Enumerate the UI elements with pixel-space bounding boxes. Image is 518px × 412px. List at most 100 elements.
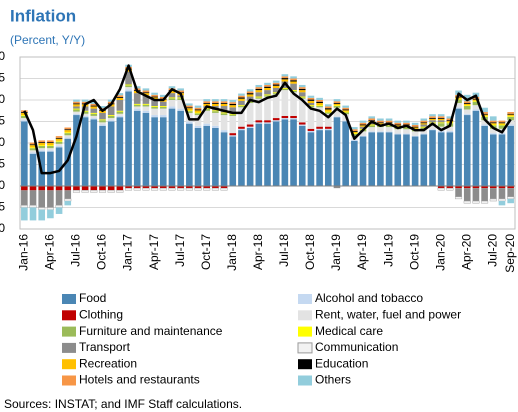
bar-segment [489,123,497,125]
bar-segment [316,97,323,100]
bar-segment [351,127,358,130]
bar-segment [186,110,193,112]
bar-segment [90,118,98,120]
bar-segment [481,107,488,113]
bar-segment [351,140,358,186]
bar-segment [359,124,367,126]
bar-segment [238,128,245,131]
bar-segment [272,92,280,94]
bar-segment [351,139,358,141]
bar-segment [21,118,28,121]
bar-segment [246,91,254,94]
bar-segment [220,106,228,113]
bar-segment [90,119,98,186]
legend-label: Communication [315,340,398,354]
bar-segment [437,187,445,191]
bar-segment [316,126,323,129]
x-tick-label: Apr-17 [147,234,161,270]
y-tick-label: 1.0 [0,135,5,149]
bar-segment [324,130,332,186]
bar-segment [455,108,462,186]
bar-segment [220,112,228,114]
bar-segment [220,113,228,116]
bar-segment [351,133,358,136]
bar-segment [463,105,471,107]
bar-segment [463,106,471,110]
bar-segment [507,116,514,121]
bar-segment [507,196,515,200]
bar-segment [290,90,297,91]
bar-segment [255,87,263,89]
bar-segment [64,127,72,130]
bar-segment [99,112,106,120]
bar-segment [446,187,454,191]
bar-segment [38,143,46,146]
bar-segment [125,91,132,186]
bar-segment [298,97,306,99]
bar-segment [316,107,323,127]
bar-segment [359,122,367,125]
bar-segment [255,98,263,121]
bar-segment [437,120,445,123]
bar-segment [429,124,436,130]
bar-segment [186,123,193,186]
x-tick-label: Jan-20 [433,234,447,271]
bar-segment [107,99,115,102]
bar-segment [203,101,211,104]
bar-segment [420,120,428,123]
bar-segment [272,94,280,119]
bar-segment [481,200,489,204]
bar-segment [420,118,428,121]
bar-segment [368,122,376,125]
bar-segment [177,88,184,91]
bar-segment [47,146,54,149]
bar-segment [246,103,254,125]
legend-swatch [62,375,76,386]
bar-segment [159,115,167,118]
x-tick-label: Jan-17 [121,234,135,271]
headline-line [23,64,512,175]
bar-segment [47,148,54,151]
bar-segment [342,112,349,115]
bar-segment [177,110,184,186]
bar-segment [411,126,419,128]
legend-swatch [297,342,313,354]
bar-segment [272,84,280,86]
bar-segment [290,80,297,82]
bar-segment [220,103,228,104]
bar-segment [55,205,63,208]
bar-segment [420,123,428,125]
bar-segment [290,92,297,116]
bar-segment [142,104,150,107]
bar-segment [142,106,150,111]
bar-segment [351,131,358,134]
bar-segment [298,125,306,186]
bar-segment [238,95,245,98]
bar-segment [81,101,89,104]
bar-segment [220,130,228,133]
bar-segment [159,108,167,116]
y-tick-label: 2.5 [0,71,5,85]
bar-segment [220,132,228,186]
bar-segment [47,151,54,186]
bar-segment [21,120,28,122]
y-tick-label: 0.0 [0,178,5,192]
bar-segment [264,87,271,91]
bar-segment [498,188,506,199]
bar-segment [168,86,176,89]
bar-segment [377,123,384,125]
bar-segment [368,132,376,186]
bar-segment [385,118,393,121]
bar-segment [29,142,37,145]
bar-segment [437,132,445,186]
bar-segment [307,95,315,98]
bar-segment [307,100,315,104]
bar-segment [212,101,219,104]
bar-segment [125,69,132,72]
bar-segment [64,138,72,186]
bar-segment [377,120,384,123]
bar-segment [489,188,497,199]
bar-segment [229,135,237,137]
bar-segment [229,103,237,106]
bar-segment [220,186,228,189]
